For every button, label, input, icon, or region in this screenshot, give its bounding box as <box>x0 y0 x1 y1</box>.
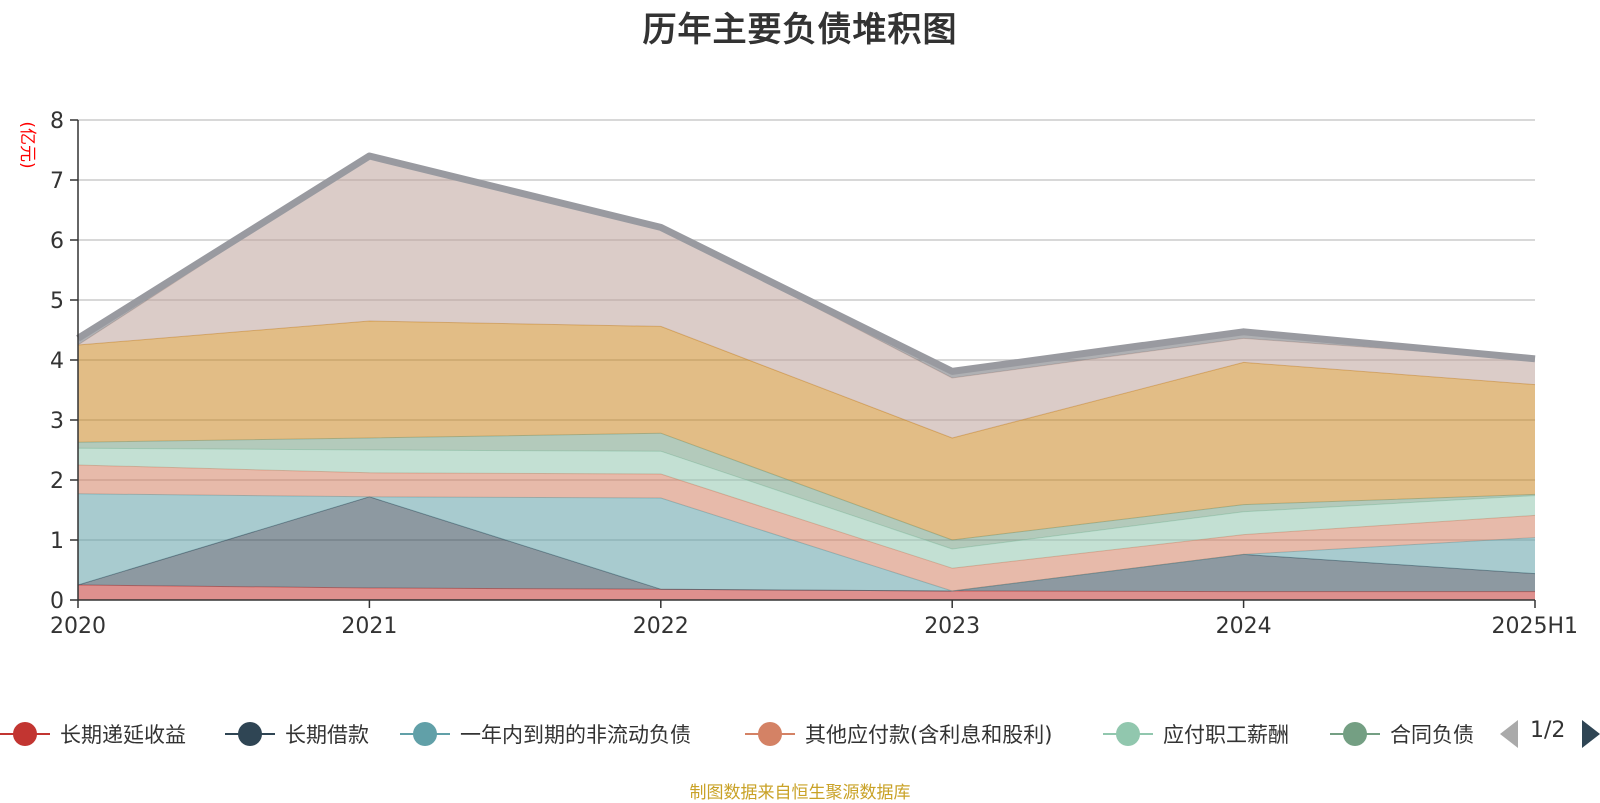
area-series-应付账款[interactable] <box>78 321 1535 540</box>
axes: 0 1 2 3 4 5 6 7 8 2020 2021 2022 2023 2024 2025H1 <box>50 109 1578 639</box>
legend-marker-icon <box>400 714 450 754</box>
y-tick-label: 0 <box>50 589 64 614</box>
series-line-其他 <box>76 152 1536 375</box>
legend-item[interactable]: 一年内到期的非流动负债 <box>400 714 691 754</box>
y-tick-label: 5 <box>50 289 64 314</box>
legend-items-clip: 长期递延收益 长期借款 一年内到期的非流动负债 其他应付款(含利息和股利) 应付职工薪酬… <box>0 714 1478 754</box>
legend-label: 其他应付款(含利息和股利) <box>805 723 1053 747</box>
legend-label: 合同负债 <box>1390 723 1474 747</box>
x-tick-label: 2024 <box>1216 614 1272 639</box>
chart-plot: 0 1 2 3 4 5 6 7 8 2020 2021 2022 2023 2024 2025H1 (亿元) <box>17 109 1578 639</box>
legend-label: 长期递延收益 <box>60 723 186 747</box>
source-note: 制图数据来自恒生聚源数据库 <box>689 783 911 803</box>
chart-title: 历年主要负债堆积图 <box>642 10 958 50</box>
y-tick-label: 2 <box>50 469 64 494</box>
legend: 长期递延收益 长期借款 一年内到期的非流动负债 其他应付款(含利息和股利) 应付职工薪酬… <box>0 714 1600 754</box>
legend-next-page-button[interactable] <box>1582 720 1600 748</box>
area-series-合同负债[interactable] <box>78 433 1535 549</box>
y-tick-label: 4 <box>50 349 64 374</box>
legend-marker-icon <box>0 714 50 754</box>
legend-label: 一年内到期的非流动负债 <box>460 723 691 747</box>
area-series-短期借款[interactable] <box>78 156 1535 438</box>
area-series-应付职工薪酬[interactable] <box>78 448 1535 569</box>
y-tick-label: 3 <box>50 409 64 434</box>
legend-prev-page-button[interactable] <box>1500 720 1518 748</box>
y-tick-label: 8 <box>50 109 64 134</box>
legend-item[interactable]: 长期借款 <box>225 714 369 754</box>
legend-item[interactable]: 合同负债 <box>1330 714 1474 754</box>
legend-label: 应付职工薪酬 <box>1163 723 1289 747</box>
area-series-其他应付款(含利息和股利)[interactable] <box>78 465 1535 591</box>
legend-marker-icon <box>1330 714 1380 754</box>
x-tick-label: 2023 <box>924 614 980 639</box>
x-tick-label: 2020 <box>50 614 106 639</box>
y-axis-unit-label: (亿元) <box>17 121 37 168</box>
area-series <box>76 152 1536 600</box>
legend-marker-icon <box>745 714 795 754</box>
area-series-一年内到期的非流动负债[interactable] <box>78 493 1535 591</box>
legend-item[interactable]: 长期递延收益 <box>0 714 186 754</box>
x-tick-label: 2025H1 <box>1491 614 1578 639</box>
legend-label: 长期借款 <box>285 723 369 747</box>
legend-item[interactable]: 其他应付款(含利息和股利) <box>745 714 1052 754</box>
y-tick-label: 7 <box>50 169 64 194</box>
legend-item[interactable]: 应付职工薪酬 <box>1103 714 1289 754</box>
area-series-长期借款[interactable] <box>78 496 1535 592</box>
x-tick-label: 2021 <box>341 614 397 639</box>
legend-marker-icon <box>1103 714 1153 754</box>
y-tick-label: 6 <box>50 229 64 254</box>
y-tick-label: 1 <box>50 529 64 554</box>
x-tick-label: 2022 <box>633 614 689 639</box>
series-line-应付账款 <box>77 320 1536 439</box>
legend-page-indicator: 1/2 <box>1530 718 1566 743</box>
legend-marker-icon <box>225 714 275 754</box>
